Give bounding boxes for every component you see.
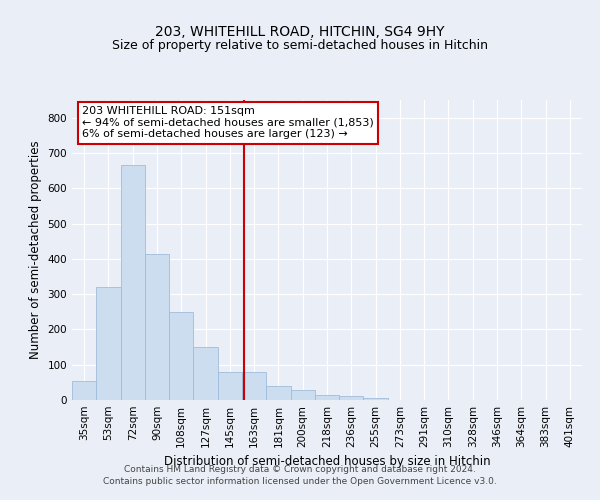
Bar xyxy=(169,312,193,400)
Bar xyxy=(121,166,145,400)
Bar xyxy=(364,398,388,400)
Bar xyxy=(96,287,121,400)
Bar xyxy=(145,254,169,400)
Bar xyxy=(72,380,96,400)
Bar xyxy=(315,394,339,400)
Text: Contains HM Land Registry data © Crown copyright and database right 2024.: Contains HM Land Registry data © Crown c… xyxy=(124,466,476,474)
Text: 203, WHITEHILL ROAD, HITCHIN, SG4 9HY: 203, WHITEHILL ROAD, HITCHIN, SG4 9HY xyxy=(155,26,445,40)
Text: Contains public sector information licensed under the Open Government Licence v3: Contains public sector information licen… xyxy=(103,476,497,486)
Bar xyxy=(193,347,218,400)
X-axis label: Distribution of semi-detached houses by size in Hitchin: Distribution of semi-detached houses by … xyxy=(164,456,490,468)
Bar xyxy=(218,372,242,400)
Bar xyxy=(266,386,290,400)
Text: 203 WHITEHILL ROAD: 151sqm
← 94% of semi-detached houses are smaller (1,853)
6% : 203 WHITEHILL ROAD: 151sqm ← 94% of semi… xyxy=(82,106,374,139)
Text: Size of property relative to semi-detached houses in Hitchin: Size of property relative to semi-detach… xyxy=(112,40,488,52)
Bar xyxy=(290,390,315,400)
Bar xyxy=(339,396,364,400)
Bar xyxy=(242,372,266,400)
Y-axis label: Number of semi-detached properties: Number of semi-detached properties xyxy=(29,140,42,360)
